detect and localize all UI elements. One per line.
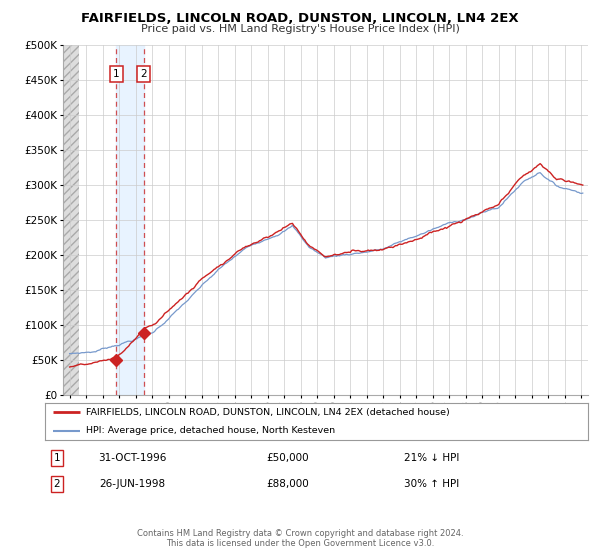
Text: £88,000: £88,000 [266, 479, 310, 489]
Bar [116, 45, 143, 395]
Text: 1: 1 [53, 453, 61, 463]
Text: 2: 2 [53, 479, 61, 489]
Text: £50,000: £50,000 [266, 453, 310, 463]
Bar [63, 45, 79, 395]
Text: 26-JUN-1998: 26-JUN-1998 [99, 479, 165, 489]
Text: 1: 1 [113, 69, 119, 79]
Text: FAIRFIELDS, LINCOLN ROAD, DUNSTON, LINCOLN, LN4 2EX (detached house): FAIRFIELDS, LINCOLN ROAD, DUNSTON, LINCO… [86, 408, 449, 417]
Text: 2: 2 [140, 69, 147, 79]
Text: This data is licensed under the Open Government Licence v3.0.: This data is licensed under the Open Gov… [166, 539, 434, 548]
Text: 30% ↑ HPI: 30% ↑ HPI [404, 479, 460, 489]
Text: Price paid vs. HM Land Registry's House Price Index (HPI): Price paid vs. HM Land Registry's House … [140, 24, 460, 34]
Text: Contains HM Land Registry data © Crown copyright and database right 2024.: Contains HM Land Registry data © Crown c… [137, 529, 463, 538]
Text: 31-OCT-1996: 31-OCT-1996 [98, 453, 166, 463]
Text: HPI: Average price, detached house, North Kesteven: HPI: Average price, detached house, Nort… [86, 426, 335, 435]
Text: 21% ↓ HPI: 21% ↓ HPI [404, 453, 460, 463]
Text: FAIRFIELDS, LINCOLN ROAD, DUNSTON, LINCOLN, LN4 2EX: FAIRFIELDS, LINCOLN ROAD, DUNSTON, LINCO… [81, 12, 519, 25]
